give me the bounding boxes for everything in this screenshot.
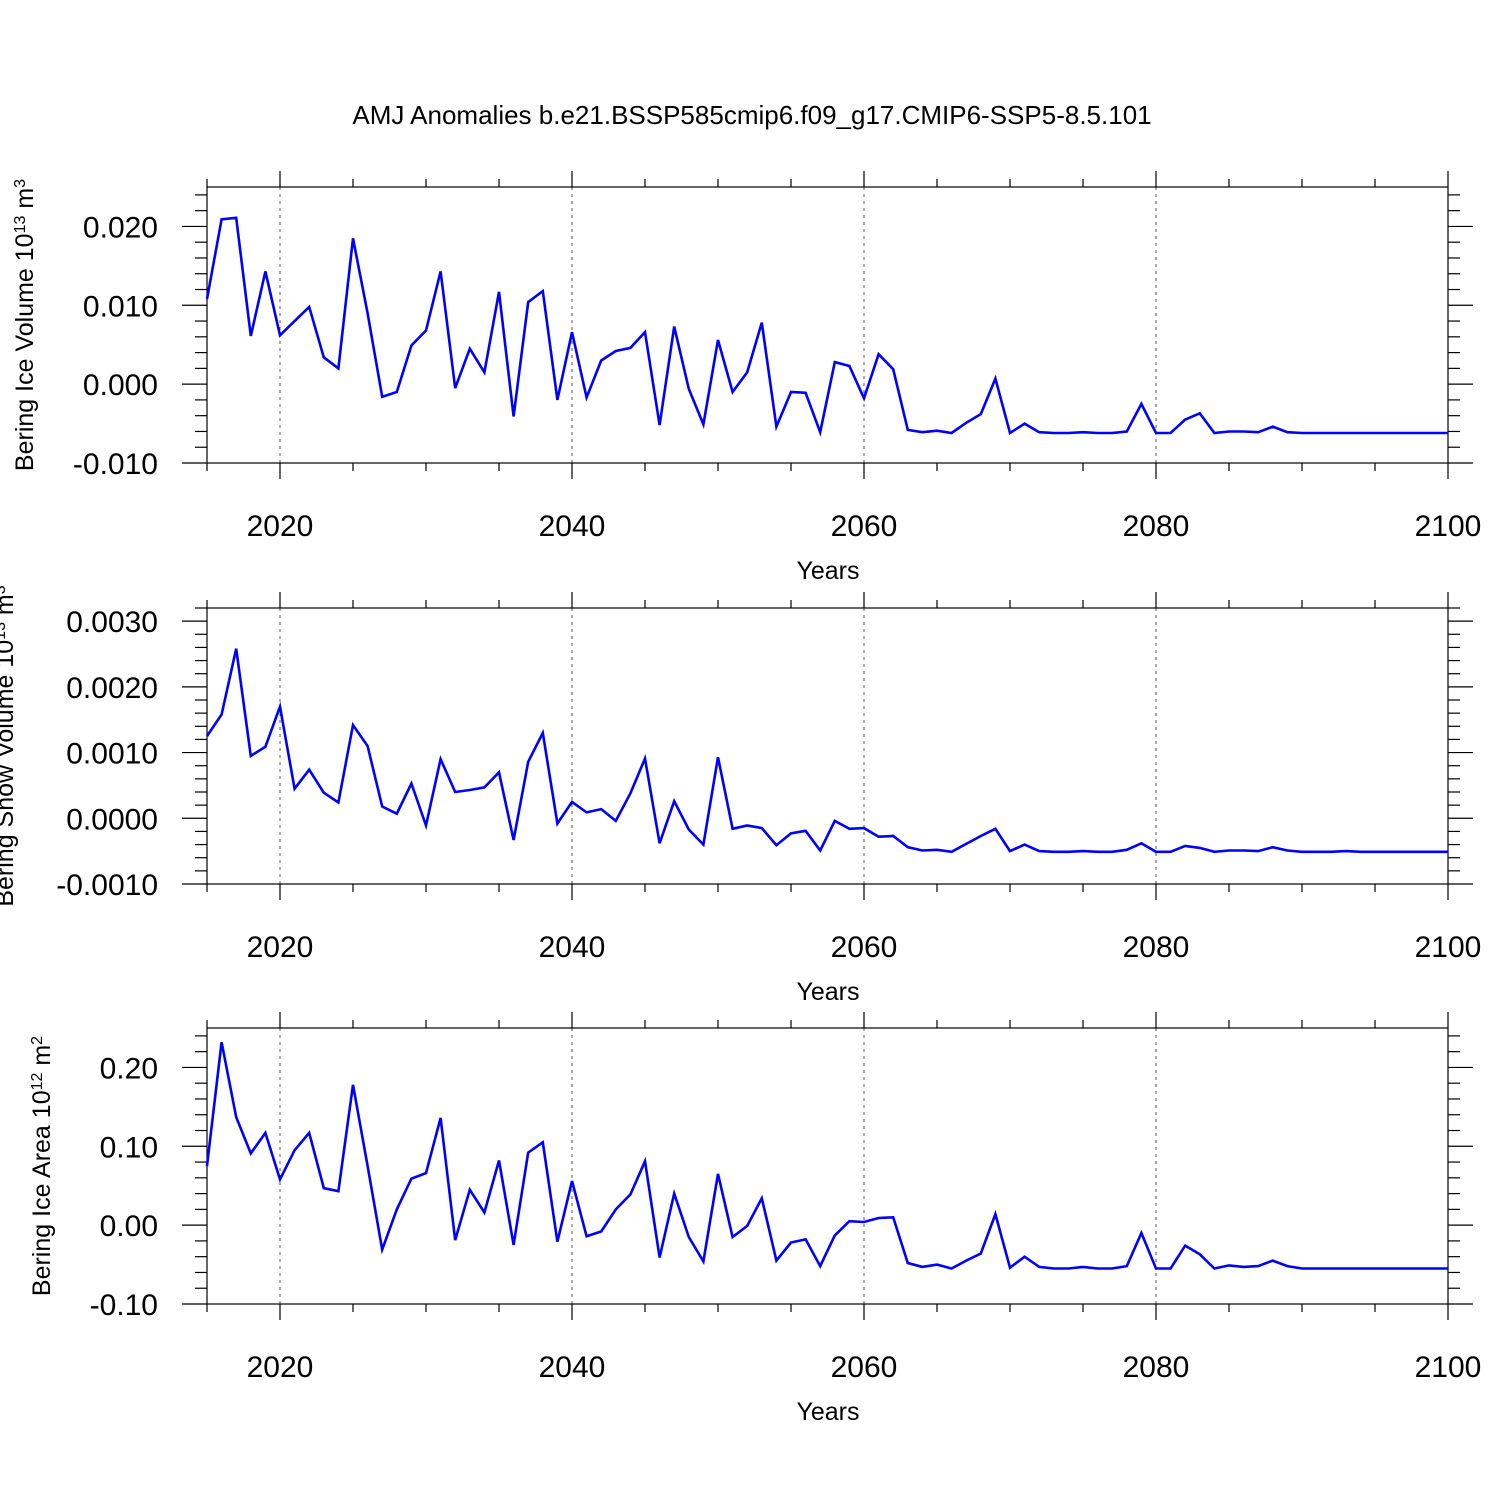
x-tick-label: 2040 (539, 931, 606, 964)
y-tick-label: 0.10 (100, 1131, 158, 1164)
y-tick-label: -0.10 (90, 1289, 158, 1322)
y-tick-label: 0.0000 (66, 803, 158, 836)
x-tick-label: 2020 (247, 931, 314, 964)
figure-background (0, 0, 1500, 1500)
figure: AMJ Anomalies b.e21.BSSP585cmip6.f09_g17… (0, 0, 1500, 1500)
x-tick-label: 2060 (831, 1351, 898, 1384)
y-tick-label: 0.20 (100, 1052, 158, 1085)
chart-title: AMJ Anomalies b.e21.BSSP585cmip6.f09_g17… (352, 100, 1151, 130)
x-tick-label: 2040 (539, 1351, 606, 1384)
y-tick-label: 0.00 (100, 1210, 158, 1243)
x-tick-label: 2100 (1415, 510, 1482, 543)
x-tick-label: 2020 (247, 510, 314, 543)
y-tick-label: 0.020 (83, 211, 158, 244)
x-tick-label: 2080 (1123, 1351, 1190, 1384)
x-tick-label: 2060 (831, 931, 898, 964)
x-tick-label: 2040 (539, 510, 606, 543)
y-tick-label: -0.010 (73, 448, 158, 481)
y-tick-label: 0.0020 (66, 672, 158, 705)
x-tick-label: 2060 (831, 510, 898, 543)
x-tick-label: 2100 (1415, 1351, 1482, 1384)
y-tick-label: 0.000 (83, 369, 158, 402)
x-tick-label: 2100 (1415, 931, 1482, 964)
x-axis-title: Years (796, 978, 859, 1006)
y-tick-label: -0.0010 (56, 869, 158, 902)
y-tick-label: 0.0010 (66, 738, 158, 771)
x-tick-label: 2080 (1123, 931, 1190, 964)
y-tick-label: 0.010 (83, 290, 158, 323)
x-tick-label: 2080 (1123, 510, 1190, 543)
x-tick-label: 2020 (247, 1351, 314, 1384)
x-axis-title: Years (796, 557, 859, 585)
y-tick-label: 0.0030 (66, 606, 158, 639)
x-axis-title: Years (796, 1398, 859, 1426)
